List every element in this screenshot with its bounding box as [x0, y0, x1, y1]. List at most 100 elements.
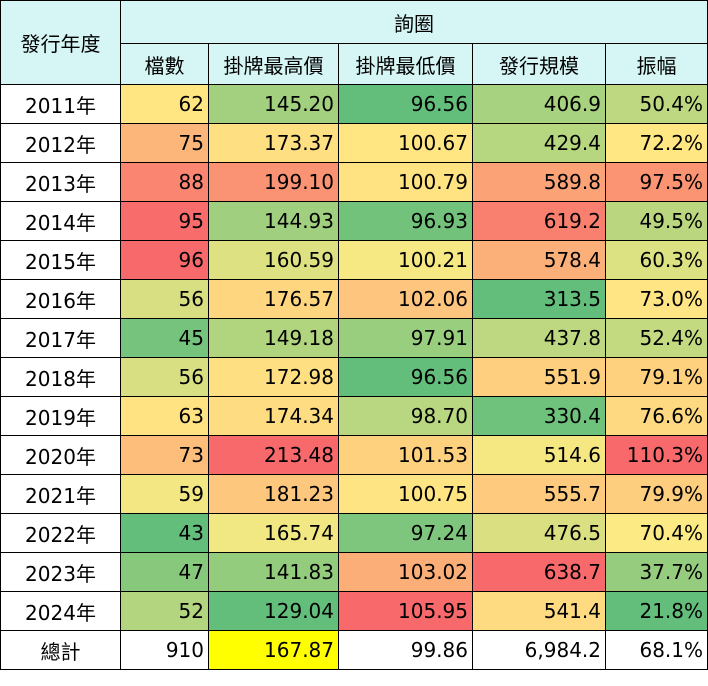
value-cell: 96.56	[338, 357, 473, 397]
value-cell: 213.48	[208, 435, 339, 475]
value-cell: 62	[120, 84, 209, 124]
year-cell: 2018年	[0, 357, 121, 397]
value-cell: 75	[120, 123, 209, 163]
data-row: 2013年 88 199.10 100.79 589.8 97.5%	[0, 162, 708, 202]
total-cell: 68.1%	[604, 630, 708, 670]
year-cell: 2015年	[0, 240, 121, 280]
value-cell: 100.21	[338, 240, 473, 280]
value-cell: 76.6%	[604, 396, 708, 436]
value-cell: 50.4%	[604, 84, 708, 124]
data-row: 2016年 56 176.57 102.06 313.5 73.0%	[0, 279, 708, 319]
value-cell: 56	[120, 279, 209, 319]
value-cell: 101.53	[338, 435, 473, 475]
value-cell: 73	[120, 435, 209, 475]
value-cell: 173.37	[208, 123, 339, 163]
value-cell: 129.04	[208, 591, 339, 631]
data-table: 發行年度 詢圈 檔數 掛牌最高價 掛牌最低價 發行規模 振幅 2011年 62 145.20…	[0, 0, 708, 670]
value-cell: 174.34	[208, 396, 339, 436]
column-header: 發行規模	[472, 43, 606, 85]
value-cell: 181.23	[208, 474, 339, 514]
value-cell: 330.4	[472, 396, 606, 436]
value-cell: 97.24	[338, 513, 473, 553]
value-cell: 98.70	[338, 396, 473, 436]
value-cell: 49.5%	[604, 201, 708, 241]
value-cell: 96.56	[338, 84, 473, 124]
value-cell: 70.4%	[604, 513, 708, 553]
value-cell: 110.3%	[604, 435, 708, 475]
value-cell: 47	[120, 552, 209, 592]
value-cell: 172.98	[208, 357, 339, 397]
value-cell: 72.2%	[604, 123, 708, 163]
value-cell: 165.74	[208, 513, 339, 553]
value-cell: 144.93	[208, 201, 339, 241]
data-row: 2011年 62 145.20 96.56 406.9 50.4%	[0, 84, 708, 124]
value-cell: 578.4	[472, 240, 606, 280]
year-header: 發行年度	[0, 0, 121, 85]
value-cell: 100.75	[338, 474, 473, 514]
data-row: 2014年 95 144.93 96.93 619.2 49.5%	[0, 201, 708, 241]
column-header: 振幅	[604, 43, 708, 85]
total-cell: 167.87	[208, 630, 339, 670]
value-cell: 96.93	[338, 201, 473, 241]
value-cell: 97.91	[338, 318, 473, 358]
value-cell: 541.4	[472, 591, 606, 631]
data-row: 2023年 47 141.83 103.02 638.7 37.7%	[0, 552, 708, 592]
year-cell: 2020年	[0, 435, 121, 475]
year-cell: 2022年	[0, 513, 121, 553]
year-cell: 2011年	[0, 84, 121, 124]
value-cell: 514.6	[472, 435, 606, 475]
value-cell: 43	[120, 513, 209, 553]
data-row: 2019年 63 174.34 98.70 330.4 76.6%	[0, 396, 708, 436]
data-row: 2022年 43 165.74 97.24 476.5 70.4%	[0, 513, 708, 553]
value-cell: 37.7%	[604, 552, 708, 592]
value-cell: 476.5	[472, 513, 606, 553]
year-cell: 2016年	[0, 279, 121, 319]
value-cell: 102.06	[338, 279, 473, 319]
value-cell: 141.83	[208, 552, 339, 592]
data-row: 2012年 75 173.37 100.67 429.4 72.2%	[0, 123, 708, 163]
column-header: 掛牌最低價	[338, 43, 473, 85]
year-cell: 2014年	[0, 201, 121, 241]
year-cell: 2012年	[0, 123, 121, 163]
data-row: 2015年 96 160.59 100.21 578.4 60.3%	[0, 240, 708, 280]
year-cell: 2023年	[0, 552, 121, 592]
value-cell: 52	[120, 591, 209, 631]
year-cell: 2017年	[0, 318, 121, 358]
value-cell: 79.9%	[604, 474, 708, 514]
data-row: 2017年 45 149.18 97.91 437.8 52.4%	[0, 318, 708, 358]
year-cell: 2024年	[0, 591, 121, 631]
year-cell: 2021年	[0, 474, 121, 514]
value-cell: 406.9	[472, 84, 606, 124]
value-cell: 59	[120, 474, 209, 514]
header-row: 發行年度 詢圈	[0, 0, 708, 85]
value-cell: 52.4%	[604, 318, 708, 358]
value-cell: 95	[120, 201, 209, 241]
value-cell: 60.3%	[604, 240, 708, 280]
column-header: 掛牌最高價	[208, 43, 339, 85]
value-cell: 97.5%	[604, 162, 708, 202]
value-cell: 176.57	[208, 279, 339, 319]
total-cell: 910	[120, 630, 209, 670]
column-header: 檔數	[120, 43, 209, 85]
data-row: 2021年 59 181.23 100.75 555.7 79.9%	[0, 474, 708, 514]
table-body: 2011年 62 145.20 96.56 406.9 50.4% 2012年 75 173.3…	[0, 84, 708, 670]
group-header: 詢圈	[119, 0, 708, 44]
value-cell: 21.8%	[604, 591, 708, 631]
value-cell: 555.7	[472, 474, 606, 514]
value-cell: 63	[120, 396, 209, 436]
value-cell: 149.18	[208, 318, 339, 358]
total-row: 總計 910 167.87 99.86 6,984.2 68.1%	[0, 630, 708, 670]
value-cell: 619.2	[472, 201, 606, 241]
data-row: 2018年 56 172.98 96.56 551.9 79.1%	[0, 357, 708, 397]
value-cell: 437.8	[472, 318, 606, 358]
total-cell: 6,984.2	[472, 630, 606, 670]
value-cell: 551.9	[472, 357, 606, 397]
value-cell: 199.10	[208, 162, 339, 202]
value-cell: 100.67	[338, 123, 473, 163]
value-cell: 56	[120, 357, 209, 397]
value-cell: 96	[120, 240, 209, 280]
value-cell: 429.4	[472, 123, 606, 163]
year-cell: 2013年	[0, 162, 121, 202]
value-cell: 145.20	[208, 84, 339, 124]
value-cell: 160.59	[208, 240, 339, 280]
